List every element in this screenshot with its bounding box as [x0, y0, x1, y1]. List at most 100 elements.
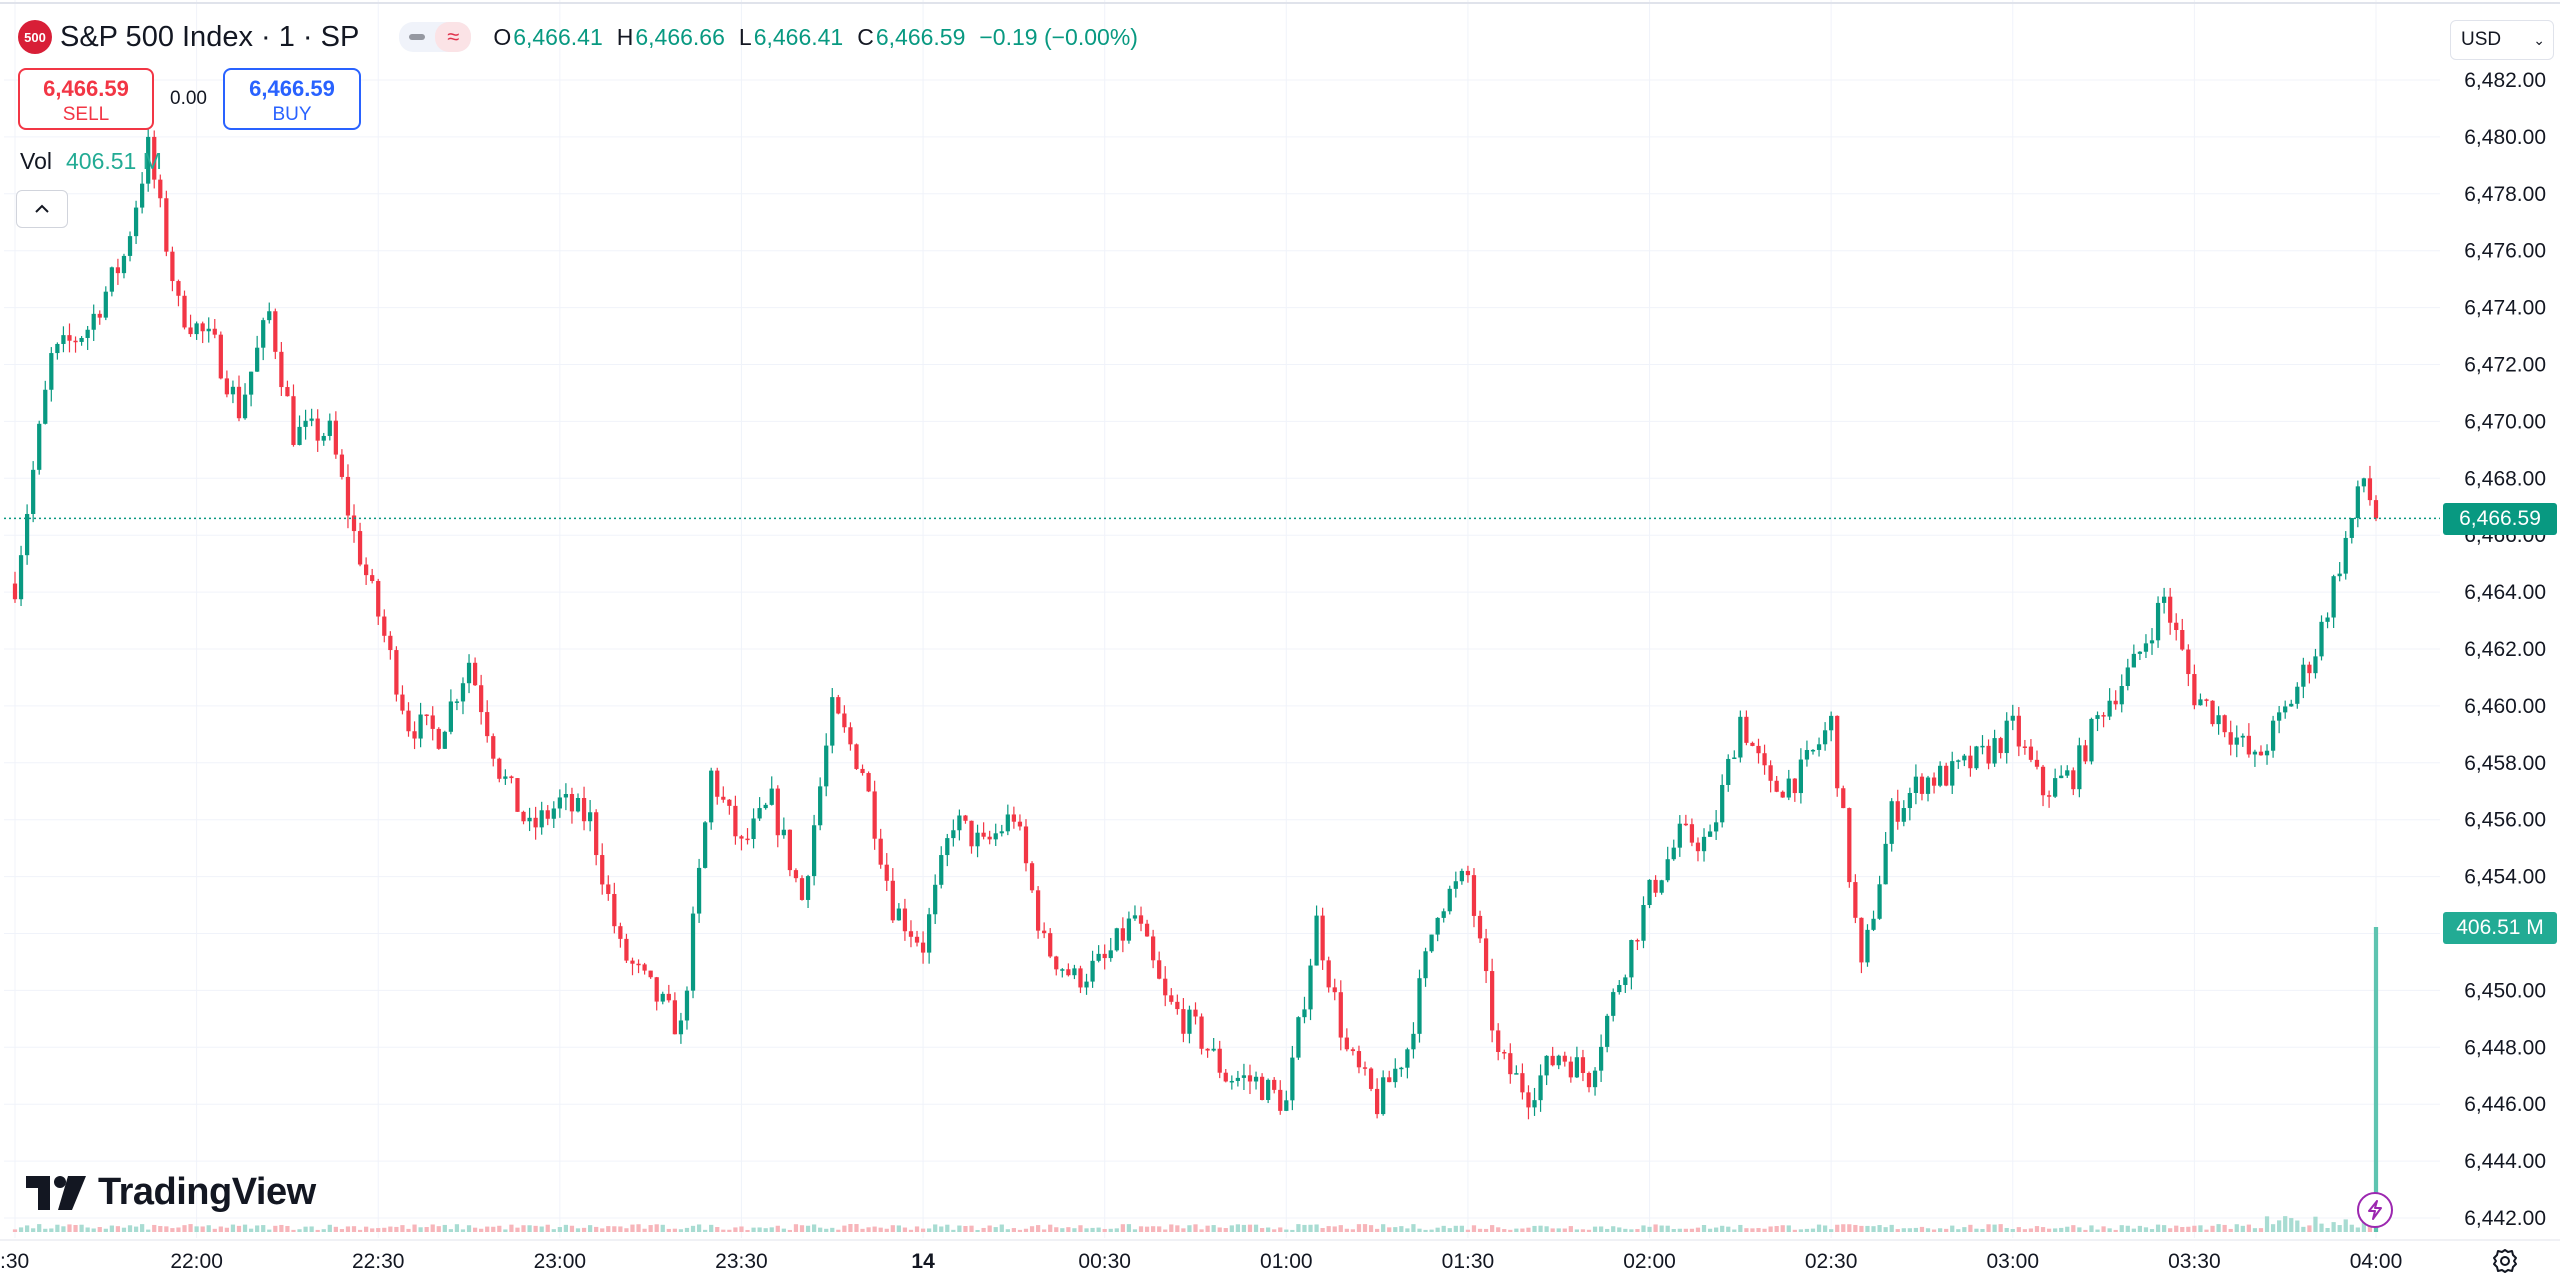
- volume-bar: [297, 1229, 302, 1232]
- candle-body: [1986, 745, 1991, 764]
- candle-body: [400, 694, 405, 711]
- candle-body: [551, 808, 556, 819]
- candle-body: [158, 179, 163, 199]
- y-tick-label: 6,462.00: [2464, 638, 2546, 661]
- volume-bar: [2295, 1220, 2300, 1232]
- volume-bar: [805, 1225, 811, 1232]
- candle-body: [594, 812, 599, 856]
- candle-body: [1102, 953, 1107, 959]
- candle-body: [2246, 735, 2251, 755]
- x-tick-label: 02:00: [1623, 1250, 1676, 1273]
- candle-body: [1732, 757, 1737, 760]
- candle-body: [1998, 738, 2003, 754]
- volume-bar: [43, 1228, 48, 1232]
- candle-body: [666, 993, 671, 1001]
- symbol-title[interactable]: S&P 500 Index · 1 · SP: [60, 20, 360, 53]
- candle-body: [1623, 977, 1628, 986]
- sp500-logo-badge[interactable]: 500: [18, 20, 52, 54]
- tradingview-mark-icon: [26, 1175, 86, 1210]
- candle-body: [394, 650, 399, 695]
- market-status-flags[interactable]: ≈: [399, 22, 472, 52]
- candle-body: [975, 832, 980, 847]
- volume-bar: [1253, 1224, 1259, 1232]
- volume-bar: [12, 1229, 18, 1232]
- candle-body: [1750, 742, 1755, 746]
- volume-bar: [37, 1224, 42, 1232]
- volume-bar: [2155, 1224, 2161, 1232]
- candle-body: [927, 914, 932, 953]
- volume-bar: [1986, 1224, 1991, 1232]
- volume-legend[interactable]: Vol 406.51 M: [20, 148, 162, 175]
- candle-body: [618, 926, 623, 939]
- volume-bar: [739, 1226, 744, 1232]
- candle-body: [1617, 985, 1622, 993]
- candle-body: [1181, 1009, 1186, 1034]
- volume-bar: [1054, 1227, 1059, 1232]
- volume-bar: [1326, 1226, 1331, 1232]
- sell-button[interactable]: 6,466.59 SELL: [18, 68, 154, 130]
- collapse-legend-button[interactable]: [16, 190, 68, 228]
- candle-body: [1120, 928, 1125, 941]
- volume-bar: [969, 1225, 974, 1232]
- candle-body: [836, 697, 841, 714]
- candle-body: [1253, 1076, 1259, 1082]
- currency-selector[interactable]: USD ⌄: [2450, 20, 2554, 60]
- buy-button[interactable]: 6,466.59 BUY: [223, 68, 361, 130]
- candle-body: [2180, 630, 2185, 650]
- candle-body: [418, 714, 423, 739]
- candle-body: [1683, 823, 1688, 826]
- candle-body: [376, 580, 381, 617]
- volume-bar: [127, 1225, 133, 1232]
- volume-bar: [1120, 1224, 1125, 1232]
- candle-body: [1835, 715, 1840, 789]
- low-value: 6,466.41: [753, 23, 844, 50]
- volume-bar: [848, 1224, 853, 1232]
- volume-bar: [2319, 1223, 2324, 1232]
- volume-bar: [2198, 1225, 2203, 1232]
- volume-bar: [357, 1229, 363, 1232]
- candle-body: [2349, 518, 2354, 538]
- candle-body: [945, 838, 950, 856]
- realtime-flash-button[interactable]: [2357, 1192, 2393, 1228]
- volume-bar: [696, 1224, 702, 1232]
- candle-body: [1526, 1092, 1531, 1108]
- candle-body: [212, 328, 217, 335]
- candle-body: [2331, 576, 2336, 618]
- volume-bar: [1647, 1226, 1652, 1232]
- candle-body: [1387, 1077, 1392, 1083]
- candle-body: [1169, 995, 1174, 1002]
- candle-body: [987, 836, 992, 840]
- candle-body: [1762, 753, 1767, 766]
- candle-body: [878, 838, 883, 865]
- candle-body: [654, 977, 659, 1002]
- candle-body: [1205, 1048, 1210, 1051]
- candle-body: [866, 773, 871, 792]
- tradingview-logo[interactable]: TradingView: [26, 1171, 316, 1214]
- dash-icon[interactable]: [399, 22, 435, 52]
- volume-bar: [1235, 1224, 1240, 1232]
- candle-body: [999, 831, 1004, 834]
- wave-icon[interactable]: ≈: [435, 22, 472, 52]
- candle-body: [860, 768, 865, 774]
- volume-bar: [2216, 1224, 2221, 1232]
- volume-bar: [1381, 1224, 1386, 1232]
- volume-bar: [1774, 1226, 1779, 1232]
- candle-body: [1556, 1055, 1561, 1066]
- candle-body: [194, 323, 199, 335]
- x-tick-label: 04:00: [2350, 1250, 2403, 1273]
- y-tick-label: 6,464.00: [2464, 581, 2546, 604]
- volume-bar: [515, 1227, 520, 1232]
- volume-bar: [890, 1225, 895, 1232]
- sell-label: SELL: [62, 104, 110, 125]
- volume-bar: [1508, 1229, 1513, 1232]
- candle-body: [1193, 1009, 1198, 1017]
- volume-bar: [2192, 1225, 2197, 1232]
- candle-body: [1302, 1009, 1307, 1018]
- chart-settings-button[interactable]: [2490, 1246, 2520, 1276]
- candle-body: [2028, 746, 2034, 760]
- volume-bar: [2016, 1227, 2021, 1232]
- volume-bar: [1786, 1225, 1791, 1232]
- volume-bar: [2161, 1225, 2167, 1232]
- candle-body: [2222, 715, 2227, 733]
